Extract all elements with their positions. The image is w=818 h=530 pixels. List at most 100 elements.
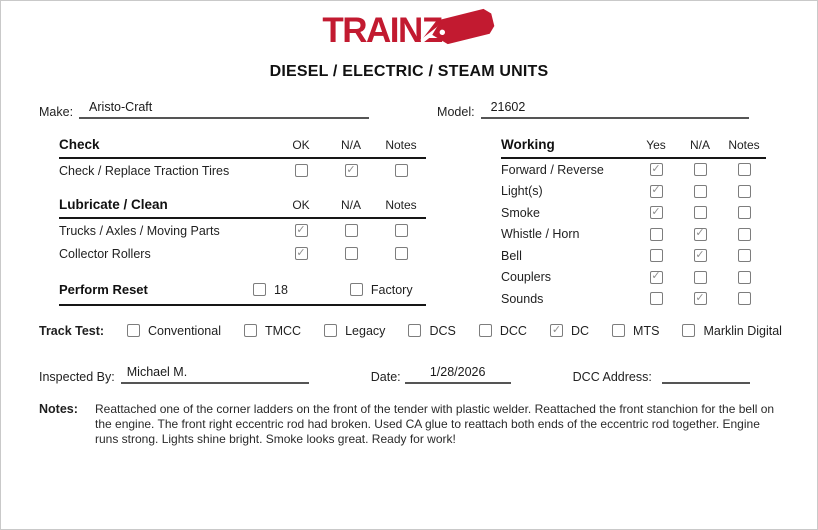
check-mark: ✓ bbox=[551, 323, 562, 336]
check-cell: ✓ bbox=[678, 227, 722, 241]
checkbox-factory[interactable] bbox=[349, 283, 363, 296]
option-label: Conventional bbox=[148, 323, 221, 338]
checkbox-conventional[interactable] bbox=[127, 324, 140, 337]
table-row: Whistle / Horn ✓ bbox=[501, 224, 766, 246]
checkbox-trucks-axles-moving-parts-notes[interactable] bbox=[394, 224, 408, 237]
section-title: Perform Reset bbox=[59, 282, 148, 297]
check-cell bbox=[326, 247, 376, 260]
checkbox-light-s-notes[interactable] bbox=[737, 184, 751, 198]
row-label: Couplers bbox=[501, 270, 552, 285]
check-mark: ✓ bbox=[651, 205, 661, 218]
check-cell: ✓ bbox=[634, 163, 678, 177]
make-label: Make: bbox=[39, 105, 74, 119]
check-mark: ✓ bbox=[651, 270, 661, 283]
column-header: Notes bbox=[728, 138, 760, 152]
brand-logo: TRAINZ bbox=[1, 1, 817, 51]
checkbox-dcs[interactable] bbox=[408, 324, 422, 337]
track-test-label: Track Test: bbox=[39, 323, 105, 338]
track-test-options: Conventional TMCC Legacy DCS DCC ✓ DC MTS Markli… bbox=[127, 324, 782, 338]
checkbox-bell-yes[interactable] bbox=[649, 249, 663, 263]
date-field[interactable]: 1/28/2026 bbox=[404, 365, 511, 384]
make-model-row: Make: Aristo-Craft Model: 21602 bbox=[1, 93, 817, 119]
checkbox-marklin-digital[interactable] bbox=[682, 324, 696, 337]
inspected-by-field[interactable]: Michael M. bbox=[120, 365, 309, 384]
inspected-by-label: Inspected By: bbox=[39, 369, 115, 384]
checkbox-dc[interactable]: ✓ bbox=[549, 323, 563, 337]
column-header: N/A bbox=[340, 138, 361, 152]
working-section-rows: Forward / Reverse ✓ Light(s) ✓ Smoke ✓ Whistle… bbox=[501, 159, 766, 310]
checkbox-light-s-n-a[interactable] bbox=[693, 184, 707, 198]
check-cell bbox=[722, 184, 766, 198]
dcc-address-field[interactable] bbox=[661, 379, 750, 384]
checkbox-legacy[interactable] bbox=[324, 324, 338, 337]
checkbox-forward-reverse-notes[interactable] bbox=[737, 163, 751, 177]
check-cell bbox=[634, 227, 678, 241]
checkbox-dcc[interactable] bbox=[478, 324, 492, 337]
check-cell bbox=[722, 163, 766, 177]
checkbox-smoke-n-a[interactable] bbox=[693, 206, 707, 220]
checkbox-couplers-n-a[interactable] bbox=[693, 270, 707, 284]
column-header: OK bbox=[292, 198, 310, 212]
check-cell bbox=[722, 292, 766, 306]
checkbox-bell-notes[interactable] bbox=[737, 249, 751, 263]
checkbox-sounds-yes[interactable] bbox=[649, 292, 663, 306]
checkbox-trucks-axles-moving-parts-n-a[interactable] bbox=[344, 224, 358, 237]
model-field[interactable]: 21602 bbox=[480, 100, 749, 119]
perform-reset-section: Perform Reset 18 Factory bbox=[59, 282, 426, 306]
check-mark: ✓ bbox=[296, 223, 306, 236]
checkbox-smoke-yes[interactable]: ✓ bbox=[649, 205, 663, 220]
option-legacy: Legacy bbox=[324, 324, 385, 338]
check-cell bbox=[634, 249, 678, 263]
check-cell bbox=[678, 206, 722, 220]
checklist-columns: Check OK N/A Notes Check / Replace Tract… bbox=[1, 137, 817, 310]
checkbox-collector-rollers-ok[interactable]: ✓ bbox=[294, 247, 308, 260]
check-mark: ✓ bbox=[695, 291, 705, 304]
option-label: DC bbox=[570, 323, 590, 338]
checkbox-whistle-horn-notes[interactable] bbox=[737, 227, 751, 241]
checkbox-forward-reverse-yes[interactable]: ✓ bbox=[649, 163, 663, 177]
checkbox-check-replace-traction-tires-notes[interactable] bbox=[394, 164, 408, 177]
make-field[interactable]: Aristo-Craft bbox=[79, 100, 370, 119]
checkbox-couplers-notes[interactable] bbox=[737, 270, 751, 284]
checkbox-light-s-yes[interactable]: ✓ bbox=[649, 184, 663, 198]
checkbox-couplers-yes[interactable]: ✓ bbox=[649, 270, 663, 284]
option-label: Factory bbox=[370, 282, 413, 297]
check-cell: ✓ bbox=[678, 291, 722, 306]
checkbox-check-replace-traction-tires-ok[interactable] bbox=[294, 164, 308, 177]
check-cell bbox=[376, 164, 426, 177]
checkbox-mts[interactable] bbox=[612, 324, 626, 337]
checkbox-sounds-n-a[interactable]: ✓ bbox=[693, 291, 707, 306]
check-section-rows: Check / Replace Traction Tires ✓ bbox=[59, 159, 426, 182]
table-row: Forward / Reverse ✓ bbox=[501, 159, 766, 181]
checkbox-bell-n-a[interactable]: ✓ bbox=[693, 249, 707, 263]
checkbox-collector-rollers-n-a[interactable] bbox=[344, 247, 358, 260]
checkbox-trucks-axles-moving-parts-ok[interactable]: ✓ bbox=[294, 223, 308, 237]
check-cell bbox=[276, 164, 326, 177]
notes-text[interactable]: Reattached one of the corner ladders on … bbox=[95, 401, 775, 446]
check-cell bbox=[722, 206, 766, 220]
checkbox-forward-reverse-n-a[interactable] bbox=[693, 163, 707, 177]
option-label: DCS bbox=[429, 323, 456, 338]
check-cell: ✓ bbox=[326, 164, 376, 177]
checkbox-whistle-horn-n-a[interactable]: ✓ bbox=[693, 227, 707, 241]
row-label: Sounds bbox=[501, 291, 544, 306]
checkbox-whistle-horn-yes[interactable] bbox=[649, 227, 663, 241]
checkbox-18[interactable] bbox=[253, 283, 266, 296]
checkbox-tmcc[interactable] bbox=[243, 324, 257, 337]
check-cell bbox=[722, 227, 766, 241]
checkbox-sounds-notes[interactable] bbox=[737, 292, 751, 306]
lubricate-section: Lubricate / Clean OK N/A Notes Trucks / … bbox=[59, 197, 426, 265]
option-label: MTS bbox=[633, 323, 660, 338]
checkbox-collector-rollers-notes[interactable] bbox=[394, 247, 408, 260]
section-title: Lubricate / Clean bbox=[59, 197, 168, 212]
checkbox-check-replace-traction-tires-n-a[interactable]: ✓ bbox=[344, 164, 358, 177]
column-header: N/A bbox=[689, 138, 710, 152]
checkbox-smoke-notes[interactable] bbox=[737, 206, 751, 220]
table-row: Trucks / Axles / Moving Parts ✓ bbox=[59, 219, 426, 242]
working-section: Working Yes N/A Notes Forward / Reverse ✓… bbox=[501, 137, 766, 310]
model-label: Model: bbox=[437, 105, 475, 119]
check-cell bbox=[678, 184, 722, 198]
check-cell: ✓ bbox=[276, 224, 326, 237]
check-cell bbox=[722, 249, 766, 263]
option-dc: ✓ DC bbox=[549, 323, 590, 338]
